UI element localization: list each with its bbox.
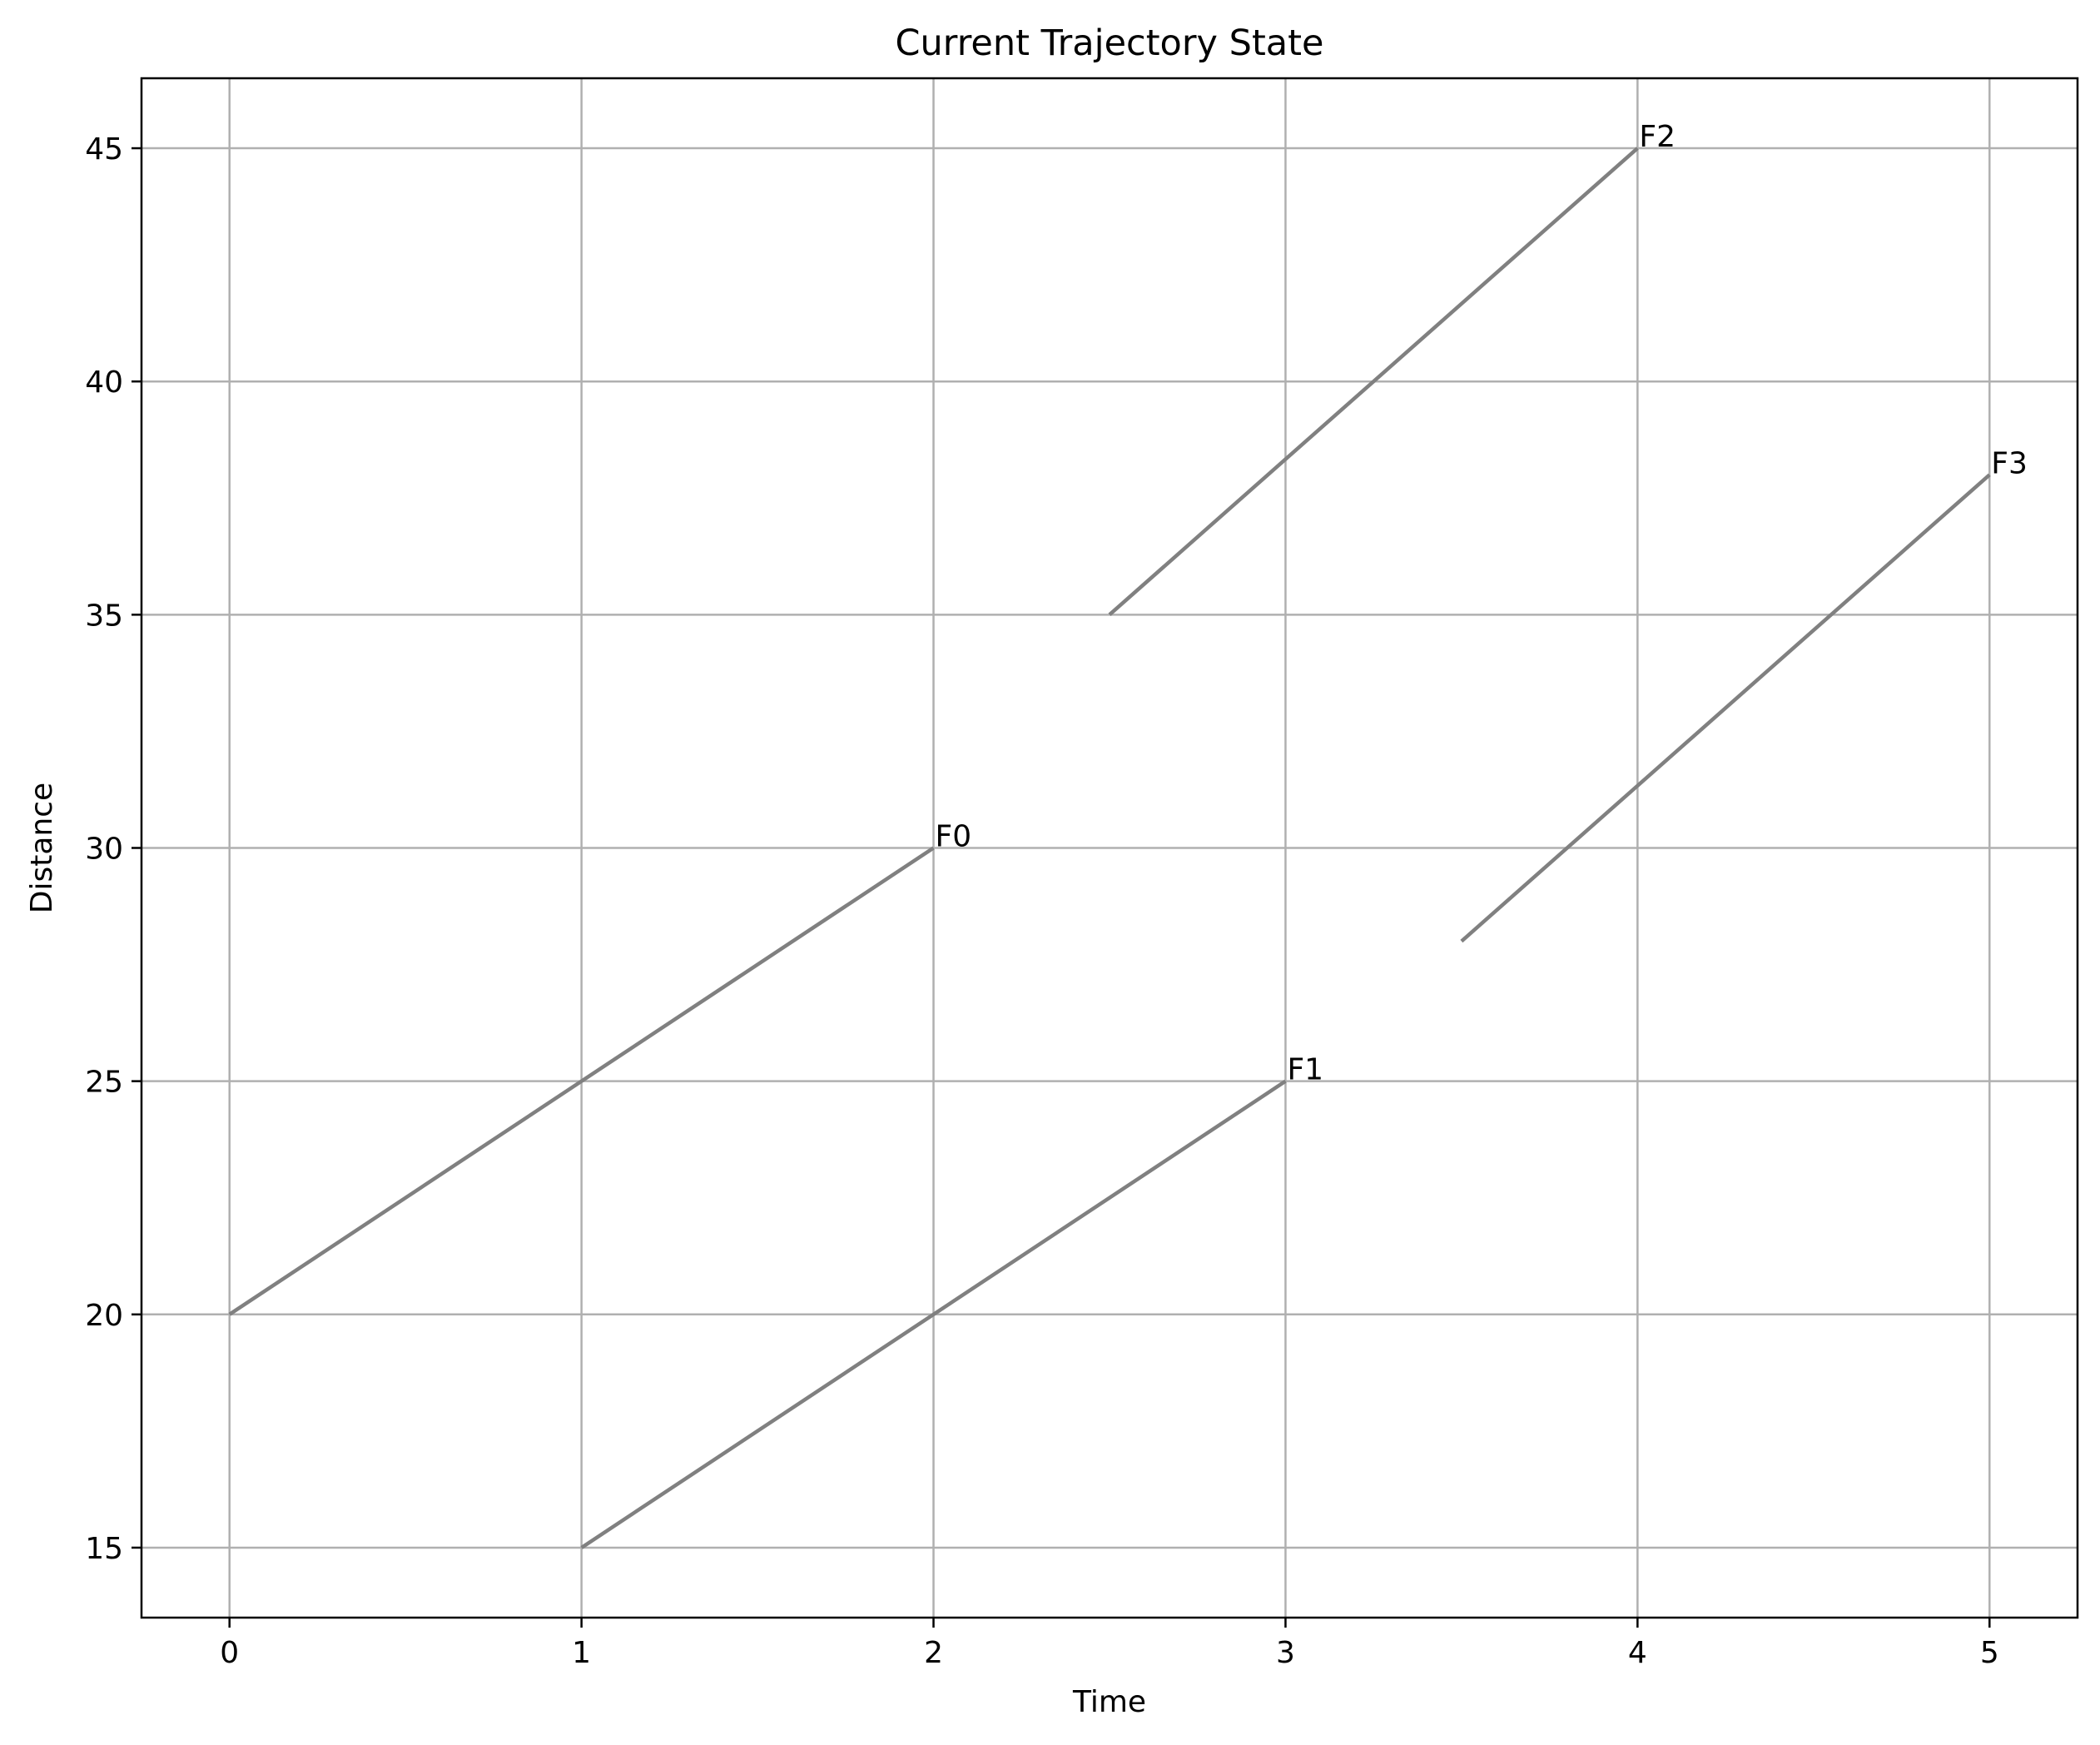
trajectory-line-f2: [1108, 147, 1639, 617]
trajectory-line-f1: [580, 1079, 1287, 1549]
series-layer: [228, 147, 1991, 1549]
trajectory-label-f1: F1: [1287, 1053, 1323, 1087]
chart-title: Current Trajectory State: [896, 22, 1324, 64]
x-tick-label: 1: [572, 1636, 591, 1670]
y-tick-label: 45: [85, 132, 123, 167]
x-tick-label: 4: [1628, 1636, 1647, 1670]
y-tick-label: 15: [85, 1532, 123, 1566]
y-tick-label: 35: [85, 599, 123, 633]
trajectory-label-f2: F2: [1639, 120, 1676, 154]
y-tick-label: 20: [85, 1299, 123, 1333]
trajectory-label-f0: F0: [936, 820, 972, 854]
y-axis-label: Distance: [25, 783, 59, 913]
x-tick-label: 3: [1276, 1636, 1295, 1670]
trajectory-label-f3: F3: [1991, 446, 2028, 480]
y-tick-label: 25: [85, 1066, 123, 1100]
grid: [141, 78, 2078, 1618]
x-tick-label: 0: [220, 1636, 239, 1670]
point-labels: F0 F1 F2 F3: [936, 120, 2028, 1087]
y-tick-label: 30: [85, 833, 123, 867]
x-tick-label: 5: [1980, 1636, 1999, 1670]
x-tick-label: 2: [924, 1636, 943, 1670]
trajectory-line-f3: [1460, 473, 1991, 943]
y-tick-label: 40: [85, 365, 123, 400]
trajectory-line-f0: [228, 846, 935, 1316]
x-axis-label: Time: [1072, 1685, 1146, 1719]
